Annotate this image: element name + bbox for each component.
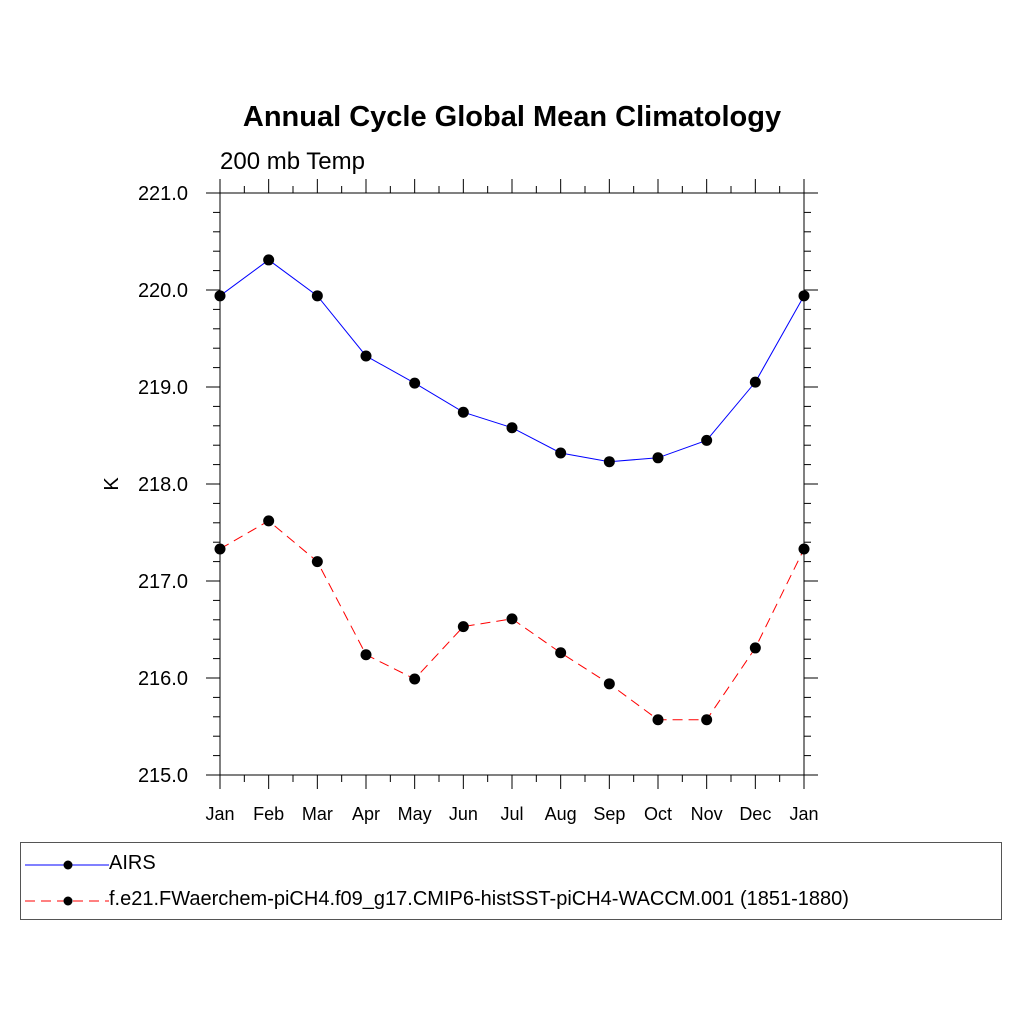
data-point: [798, 543, 810, 555]
series-1: [214, 515, 810, 726]
data-point: [409, 377, 421, 389]
x-tick-label: Feb: [253, 804, 284, 824]
x-tick-label: Nov: [691, 804, 723, 824]
x-tick-label: Jun: [449, 804, 478, 824]
data-point: [798, 290, 810, 302]
data-point: [311, 290, 323, 302]
data-point: [652, 452, 664, 464]
legend-swatch-airs: [25, 860, 109, 870]
data-point: [652, 714, 664, 726]
chart: Annual Cycle Global Mean Climatology 200…: [101, 101, 819, 824]
y-tick-label: 220.0: [138, 280, 188, 302]
data-point: [263, 254, 275, 266]
legend-label-airs: AIRS: [109, 852, 156, 874]
x-tick-label: Jan: [205, 804, 234, 824]
data-point: [749, 642, 761, 654]
data-point: [457, 406, 469, 418]
data-point: [263, 515, 275, 527]
data-point: [506, 613, 518, 625]
data-point: [409, 673, 421, 685]
x-tick-label: Aug: [545, 804, 577, 824]
legend-label-model: f.e21.FWaerchem-piCH4.f09_g17.CMIP6-hist…: [109, 888, 849, 910]
legend-swatch-model: [25, 896, 109, 906]
data-point: [457, 621, 469, 633]
legend: AIRS f.e21.FWaerchem-piCH4.f09_g17.CMIP6…: [20, 842, 1002, 920]
data-point: [749, 376, 761, 388]
series-layer: [214, 254, 810, 726]
x-tick-label: Dec: [739, 804, 771, 824]
y-tick-label: 215.0: [138, 765, 188, 787]
y-tick-label: 219.0: [138, 377, 188, 399]
x-tick-label: Jul: [500, 804, 523, 824]
data-point: [360, 649, 372, 661]
axes-layer: 215.0 216.0 217.0 218.0 219.0 220.0 221.0 Jan Fe…: [138, 179, 819, 824]
chart-subtitle: 200 mb Temp: [220, 148, 365, 175]
data-point: [506, 422, 518, 434]
data-point: [555, 447, 567, 459]
data-point: [603, 456, 615, 468]
x-tick-label: Jan: [789, 804, 818, 824]
data-point: [360, 350, 372, 362]
x-tick-label: Mar: [302, 804, 333, 824]
series-0: [214, 254, 810, 468]
data-point: [701, 434, 713, 446]
data-point: [214, 543, 226, 555]
legend-item-airs: AIRS: [21, 849, 1001, 879]
x-tick-label: May: [398, 804, 432, 824]
x-tick-label: Sep: [593, 804, 625, 824]
legend-item-model: f.e21.FWaerchem-piCH4.f09_g17.CMIP6-hist…: [21, 885, 1001, 915]
data-point: [701, 714, 713, 726]
chart-title: Annual Cycle Global Mean Climatology: [243, 101, 781, 133]
y-tick-label: 217.0: [138, 571, 188, 593]
plot-frame: [219, 192, 805, 776]
y-tick-label: 218.0: [138, 474, 188, 496]
data-point: [311, 556, 323, 568]
data-point: [555, 647, 567, 659]
x-tick-label: Oct: [644, 804, 672, 824]
y-tick-label: 221.0: [138, 183, 188, 205]
x-tick-label: Apr: [352, 804, 380, 824]
y-axis-label: K: [101, 477, 123, 491]
data-point: [603, 678, 615, 690]
data-point: [214, 290, 226, 302]
y-tick-label: 216.0: [138, 668, 188, 690]
